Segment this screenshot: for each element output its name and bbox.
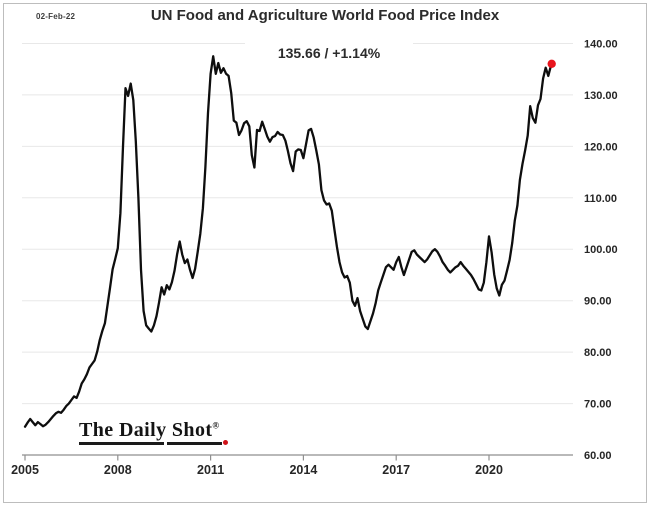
y-tick-label: 70.00 bbox=[584, 399, 612, 411]
y-tick-label: 80.00 bbox=[584, 347, 612, 359]
logo-text: The Daily Shot bbox=[79, 419, 213, 441]
price-line-series bbox=[23, 55, 553, 428]
x-tick-label: 2014 bbox=[289, 463, 317, 477]
gridlines bbox=[22, 43, 573, 405]
x-tick-label: 2020 bbox=[475, 463, 503, 477]
x-tick-label: 2008 bbox=[104, 463, 132, 477]
y-tick-label: 130.00 bbox=[584, 90, 618, 102]
x-axis-labels: 2005 2008 2011 2014 2017 2020 bbox=[11, 463, 503, 477]
logo-underline bbox=[79, 442, 164, 445]
x-tick-label: 2005 bbox=[11, 463, 39, 477]
y-tick-label: 90.00 bbox=[584, 296, 612, 308]
latest-value-marker bbox=[547, 59, 556, 68]
y-tick-label: 120.00 bbox=[584, 141, 618, 153]
date-stamp: 02-Feb-22 bbox=[36, 12, 76, 21]
y-tick-label: 60.00 bbox=[584, 450, 612, 462]
y-tick-label: 140.00 bbox=[584, 39, 618, 51]
y-axis-labels: 140.00 130.00 120.00 110.00 100.00 90.00 80.00… bbox=[584, 39, 618, 463]
latest-value-label: 135.66 / +1.14% bbox=[245, 40, 413, 67]
daily-shot-logo: The Daily Shot® bbox=[79, 419, 220, 442]
y-tick-label: 110.00 bbox=[584, 193, 617, 205]
x-axis bbox=[22, 454, 573, 461]
logo-underline bbox=[167, 442, 222, 445]
x-tick-label: 2011 bbox=[197, 463, 224, 477]
logo-red-period-icon bbox=[223, 440, 228, 445]
y-tick-label: 100.00 bbox=[584, 244, 618, 256]
registered-trademark-icon: ® bbox=[212, 420, 220, 431]
x-tick-label: 2017 bbox=[382, 463, 410, 477]
chart-title: UN Food and Agriculture World Food Price… bbox=[150, 7, 500, 24]
